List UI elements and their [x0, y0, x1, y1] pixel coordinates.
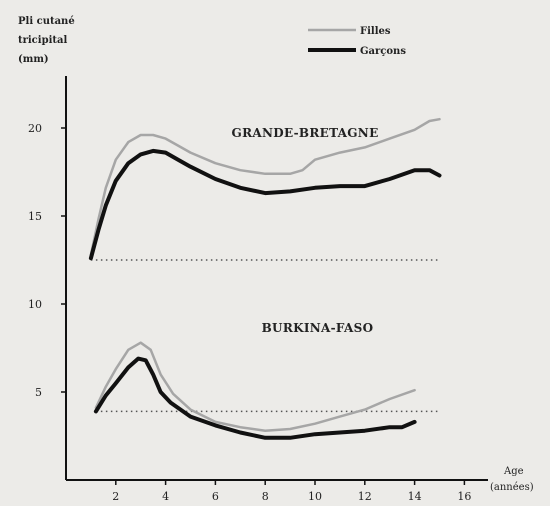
legend-label-garcons: Garçons	[360, 46, 406, 57]
x-tick-label-14: 14	[408, 490, 422, 503]
series-line-burkina-faso-gar-ons	[93, 356, 417, 440]
y-tick-label-20: 20	[28, 122, 42, 135]
y-axis-label-line-1: Pli cutané	[18, 16, 75, 27]
reference-lines	[90, 259, 440, 413]
y-tick-label-10: 10	[28, 298, 42, 311]
annotation-burkina-faso: BURKINA-FASO	[262, 321, 374, 335]
y-axis-label-line-2: tricipital	[18, 35, 67, 46]
y-tick-label-15: 15	[28, 210, 42, 223]
x-tick-label-8: 8	[262, 490, 269, 503]
series-line-grande-bretagne-filles	[89, 117, 441, 256]
x-tick-label-4: 4	[162, 490, 169, 503]
x-axis-label-line-2: (années)	[490, 482, 534, 493]
series-line-burkina-faso-filles	[94, 341, 416, 432]
x-axis-label-line-1: Age	[503, 466, 524, 477]
x-tick-label-6: 6	[212, 490, 219, 503]
series-lines	[88, 117, 442, 440]
legend: Filles Garçons	[308, 26, 406, 57]
x-tick-label-16: 16	[457, 490, 471, 503]
x-tick-label-2: 2	[112, 490, 119, 503]
annotation-grande-bretagne: GRANDE-BRETAGNE	[232, 126, 379, 140]
x-tick-label-12: 12	[358, 490, 372, 503]
series-line-grande-bretagne-gar-ons	[88, 148, 442, 261]
y-axis-ticks: 5 10 15 20	[28, 122, 66, 399]
x-axis-ticks: 2 4 6 8 10 12 14 16	[112, 480, 471, 503]
y-axis-label-line-3: (mm)	[18, 54, 49, 65]
legend-label-filles: Filles	[360, 26, 391, 37]
y-tick-label-5: 5	[35, 386, 42, 399]
x-tick-label-10: 10	[308, 490, 322, 503]
